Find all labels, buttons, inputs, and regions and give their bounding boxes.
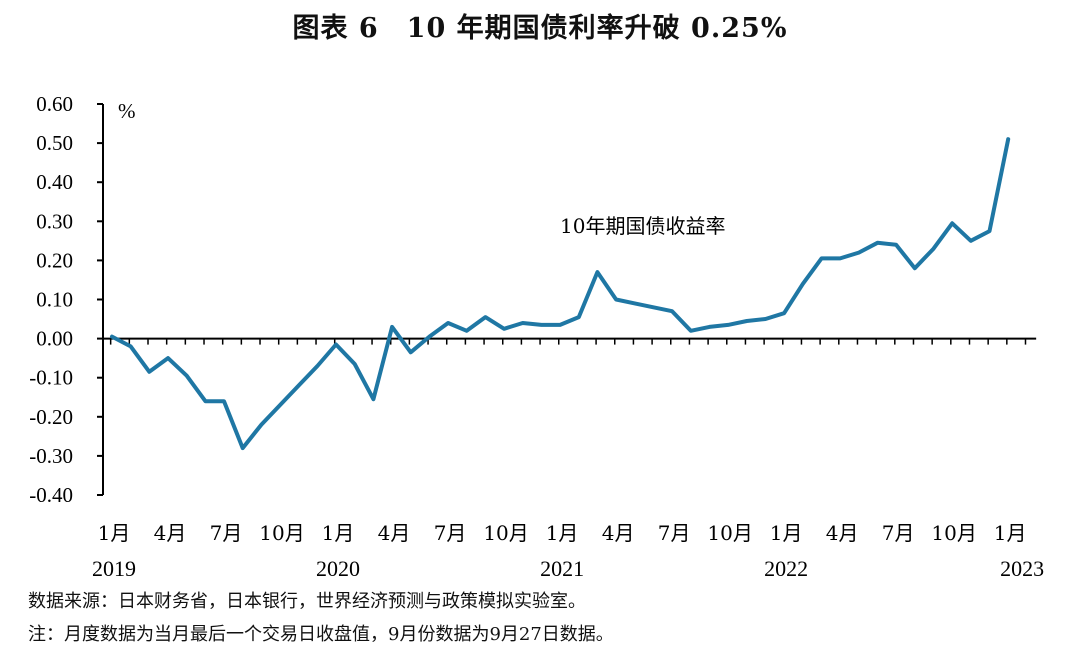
chart-title: 图表 6 10 年期国债利率升破 0.25% [292, 13, 788, 44]
y-tick-label: 0.40 [36, 170, 73, 194]
x-year-label: 2019 [92, 556, 136, 581]
x-tick-label: 1月 [770, 521, 803, 545]
x-tick-label: 7月 [434, 521, 467, 545]
y-tick-label: 0.30 [36, 209, 73, 233]
x-tick-label: 10月 [707, 521, 752, 545]
x-tick-label: 4月 [602, 521, 635, 545]
y-tick-label: 0.10 [36, 288, 73, 312]
x-year-label: 2020 [316, 556, 360, 581]
y-axis-unit-label: % [118, 99, 136, 123]
x-tick-label: 10月 [931, 521, 976, 545]
x-year-label: 2021 [540, 556, 584, 581]
y-tick-label: 0.00 [36, 327, 73, 351]
series-label: 10年期国债收益率 [560, 214, 725, 238]
y-tick-label: -0.40 [29, 483, 73, 507]
series-line [110, 137, 1011, 451]
x-tick-label: 1月 [994, 521, 1027, 545]
y-tick-label: -0.30 [29, 444, 73, 468]
x-tick-label: 10月 [259, 521, 304, 545]
y-tick-label: 0.60 [36, 92, 73, 116]
y-tick-label: -0.10 [29, 366, 73, 390]
x-tick-label: 4月 [154, 521, 187, 545]
x-tick-label: 1月 [546, 521, 579, 545]
source-note: 数据来源：日本财务省，日本银行，世界经济预测与政策模拟实验室。 [28, 591, 586, 612]
x-tick-label: 7月 [882, 521, 915, 545]
x-tick-label: 7月 [210, 521, 243, 545]
x-tick-label: 1月 [322, 521, 355, 545]
x-year-label: 2022 [764, 556, 808, 581]
x-tick-label: 10月 [483, 521, 528, 545]
x-tick-label: 1月 [98, 521, 131, 545]
data-remark: 注：月度数据为当月最后一个交易日收盘值，9月份数据为9月27日数据。 [28, 624, 614, 645]
y-tick-label: 0.20 [36, 248, 73, 272]
y-tick-label: 0.50 [36, 131, 73, 155]
x-tick-label: 4月 [378, 521, 411, 545]
x-tick-label: 4月 [826, 521, 859, 545]
x-year-label: 2023 [1000, 556, 1044, 581]
series-layer [110, 137, 1011, 451]
y-axis: 0.60 0.50 0.40 0.30 0.20 0.10 0.00 -0.10 -0.20 -0… [29, 92, 104, 507]
x-tick-label: 7月 [658, 521, 691, 545]
x-axis: 1月 4月 7月 10月 1月 4月 7月 10月 1月 4月 7月 10月 1月 4月 7月 10月 1月 20… [92, 337, 1044, 581]
y-tick-label: -0.20 [29, 405, 73, 429]
